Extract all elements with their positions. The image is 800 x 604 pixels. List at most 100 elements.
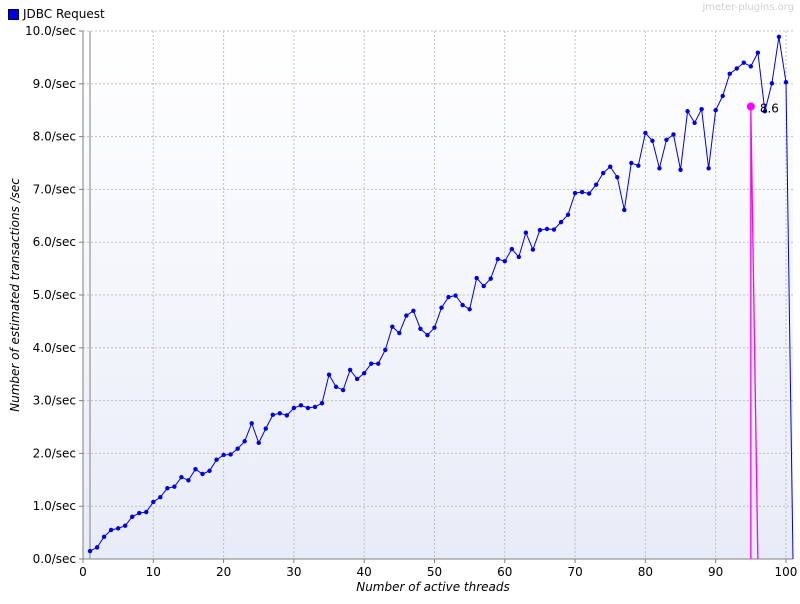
y-tick-label: 10.0/sec	[25, 24, 76, 38]
data-point	[516, 254, 522, 260]
data-point	[769, 81, 775, 86]
data-point	[291, 405, 297, 411]
data-point	[530, 247, 536, 252]
data-point	[158, 495, 163, 500]
x-tick-labels: 0 10 20 30 40 50 60 70 80 90 100	[79, 559, 797, 579]
data-point	[706, 166, 711, 171]
series-jdbc-request	[87, 34, 794, 560]
y-tick-label: 6.0/sec	[33, 235, 76, 249]
data-point	[94, 545, 100, 550]
data-point	[179, 474, 184, 480]
y-tick-label: 1.0/sec	[33, 499, 76, 513]
data-point	[193, 467, 198, 472]
data-point	[579, 189, 585, 195]
data-point	[361, 370, 367, 376]
data-point	[643, 130, 648, 136]
data-point	[319, 401, 325, 406]
data-point	[115, 526, 121, 531]
x-tick-label: 80	[638, 565, 653, 579]
data-point	[144, 509, 149, 515]
plot-background	[83, 31, 793, 559]
data-point	[397, 330, 402, 336]
data-point	[741, 60, 746, 65]
data-point	[432, 325, 437, 330]
data-point	[228, 452, 233, 457]
data-point	[657, 166, 662, 171]
data-point	[263, 426, 268, 431]
data-point	[481, 283, 486, 289]
watermark: jmeter-plugins.org	[702, 2, 794, 13]
data-point	[418, 326, 423, 331]
data-point	[242, 439, 247, 444]
data-point	[347, 367, 353, 373]
y-tick-labels: 0.0/sec 1.0/sec 2.0/sec 3.0/sec 4.0/sec 5.0/s…	[25, 24, 83, 566]
data-point	[727, 71, 732, 76]
x-tick-label: 90	[708, 565, 723, 579]
data-point	[87, 548, 93, 554]
data-point	[249, 421, 254, 426]
data-point	[460, 302, 465, 308]
data-point	[586, 191, 592, 196]
data-point	[692, 120, 697, 126]
data-point	[326, 372, 332, 377]
x-tick-label: 30	[286, 565, 301, 579]
data-point	[558, 219, 564, 225]
data-point	[165, 486, 170, 491]
data-point	[122, 523, 128, 528]
data-point	[235, 446, 240, 451]
data-point	[376, 361, 381, 366]
data-point	[151, 499, 156, 505]
data-point	[593, 182, 599, 187]
data-point	[446, 294, 451, 300]
highlight-annotation: 8.6	[746, 102, 779, 560]
data-point	[369, 361, 374, 366]
y-tick-label: 2.0/sec	[33, 446, 76, 460]
data-point	[277, 411, 283, 416]
data-point	[137, 510, 142, 516]
data-point	[495, 256, 500, 262]
data-point	[565, 212, 571, 217]
data-point	[390, 324, 395, 329]
data-point	[755, 50, 761, 55]
data-point	[354, 376, 360, 382]
data-point	[186, 478, 191, 483]
data-point	[664, 137, 669, 142]
data-point	[130, 514, 135, 519]
data-point	[783, 80, 789, 85]
data-point	[298, 403, 304, 408]
x-tick-label: 100	[775, 565, 798, 579]
y-tick-label: 5.0/sec	[33, 288, 76, 302]
data-point	[383, 347, 388, 353]
data-point	[671, 132, 676, 137]
x-axis-title: Number of active threads	[356, 580, 510, 594]
x-tick-label: 20	[216, 565, 231, 579]
data-point	[200, 471, 205, 477]
data-point	[544, 226, 550, 232]
data-point	[629, 160, 634, 166]
data-point	[600, 170, 606, 176]
data-point	[678, 167, 683, 173]
y-tick-label: 9.0/sec	[33, 77, 76, 91]
grid-lines	[83, 30, 793, 559]
data-point	[748, 64, 754, 69]
legend-swatch-jdbc-request	[8, 8, 19, 20]
data-point	[636, 163, 641, 168]
data-point	[270, 412, 276, 418]
data-point	[305, 405, 311, 411]
data-point	[411, 308, 416, 314]
y-tick-label: 4.0/sec	[33, 341, 76, 355]
data-point	[776, 34, 782, 40]
data-point	[551, 227, 557, 232]
x-tick-label: 10	[146, 565, 161, 579]
data-point	[509, 246, 515, 252]
data-point	[537, 227, 543, 233]
y-axis-title: Number of estimated transactions /sec	[8, 178, 22, 412]
data-point	[572, 190, 578, 196]
data-point	[439, 305, 444, 310]
data-point	[312, 404, 318, 410]
data-point	[108, 527, 114, 533]
x-tick-label: 40	[357, 565, 372, 579]
data-point	[453, 293, 458, 298]
